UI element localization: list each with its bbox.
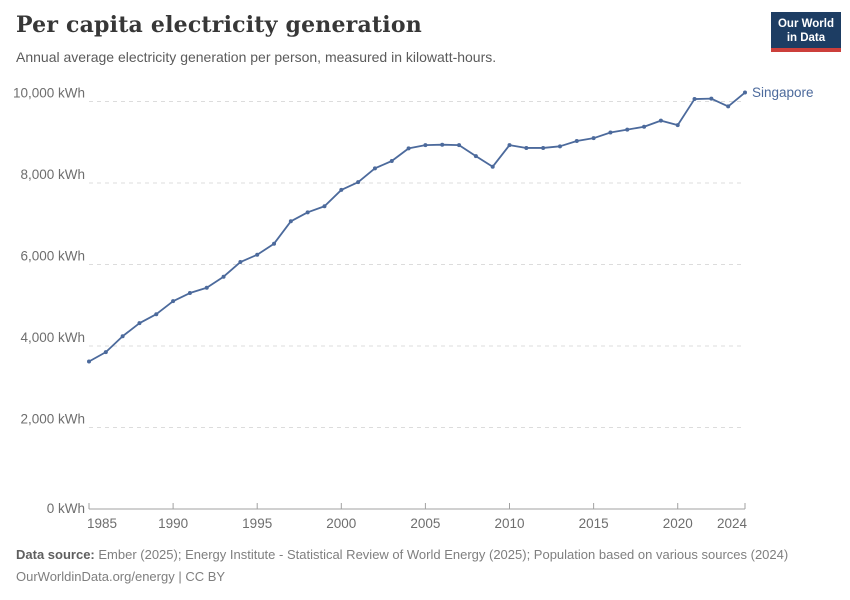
data-point [272, 241, 277, 246]
data-source-text: Ember (2025); Energy Institute - Statist… [94, 547, 789, 562]
data-point [608, 130, 613, 135]
data-source-line: Data source: Ember (2025); Energy Instit… [16, 544, 826, 566]
data-point [574, 139, 579, 144]
attribution-link[interactable]: OurWorldinData.org/energy | CC BY [16, 569, 226, 584]
data-point [322, 204, 327, 209]
series-label-singapore[interactable]: Singapore [752, 85, 814, 100]
y-tick-label: 2,000 kWh [20, 412, 85, 427]
x-tick-label: 2020 [663, 516, 693, 531]
data-point [423, 143, 428, 148]
data-point [238, 260, 243, 265]
data-point [507, 143, 512, 148]
x-tick-label: 1990 [158, 516, 188, 531]
data-line-singapore [88, 91, 746, 363]
x-tick-label: 2024 [717, 516, 748, 531]
data-point [709, 96, 714, 101]
y-tick-label: 6,000 kWh [20, 249, 85, 264]
owid-logo-line2: in Data [786, 32, 826, 44]
data-point [625, 127, 630, 132]
data-point [591, 136, 596, 141]
x-tick-label: 1985 [87, 516, 117, 531]
data-point [675, 123, 680, 128]
chart-area: 0 kWh 2,000 kWh 4,000 kWh 6,000 kWh 8,000 kW… [0, 75, 850, 540]
line-chart[interactable]: 0 kWh 2,000 kWh 4,000 kWh 6,000 kWh 8,000 kW… [0, 75, 850, 540]
page-title: Per capita electricity generation [16, 12, 422, 38]
data-point [557, 144, 562, 149]
x-tick-label: 1995 [242, 516, 272, 531]
data-point [221, 274, 226, 279]
data-point [255, 252, 260, 257]
owid-logo[interactable]: Our World in Data [770, 12, 841, 52]
x-tick-label: 2000 [326, 516, 356, 531]
x-tick-label: 2010 [494, 516, 524, 531]
data-point [154, 312, 159, 317]
data-point [726, 104, 731, 109]
data-point [541, 145, 546, 150]
x-tick-label: 2015 [579, 516, 609, 531]
data-point [490, 164, 495, 169]
data-point [305, 210, 310, 215]
chart-footer: Data source: Ember (2025); Energy Instit… [16, 544, 826, 588]
data-point [642, 124, 647, 129]
data-point [87, 359, 91, 364]
data-point [473, 154, 478, 159]
data-point [103, 350, 108, 355]
data-point [389, 158, 394, 163]
data-point [372, 166, 377, 171]
owid-logo-line1: Our World [777, 18, 834, 30]
data-source-label: Data source: [16, 547, 95, 562]
data-point [204, 285, 209, 290]
data-point [440, 142, 445, 147]
data-point [356, 180, 361, 185]
data-point [339, 187, 344, 192]
y-tick-label: 4,000 kWh [20, 330, 85, 345]
data-point [457, 143, 462, 148]
data-point [406, 146, 411, 151]
data-point [743, 90, 747, 95]
y-tick-label: 8,000 kWh [20, 167, 85, 182]
data-point [171, 299, 176, 304]
x-tick-label: 2005 [410, 516, 440, 531]
data-point [288, 219, 293, 224]
y-tick-label: 0 kWh [47, 501, 85, 516]
data-point [692, 97, 697, 102]
data-point [137, 321, 142, 326]
data-point [187, 291, 192, 296]
chart-subtitle: Annual average electricity generation pe… [16, 49, 497, 65]
data-point [120, 334, 125, 339]
data-point [524, 145, 529, 150]
data-point [658, 118, 663, 123]
y-tick-label: 10,000 kWh [13, 86, 85, 101]
